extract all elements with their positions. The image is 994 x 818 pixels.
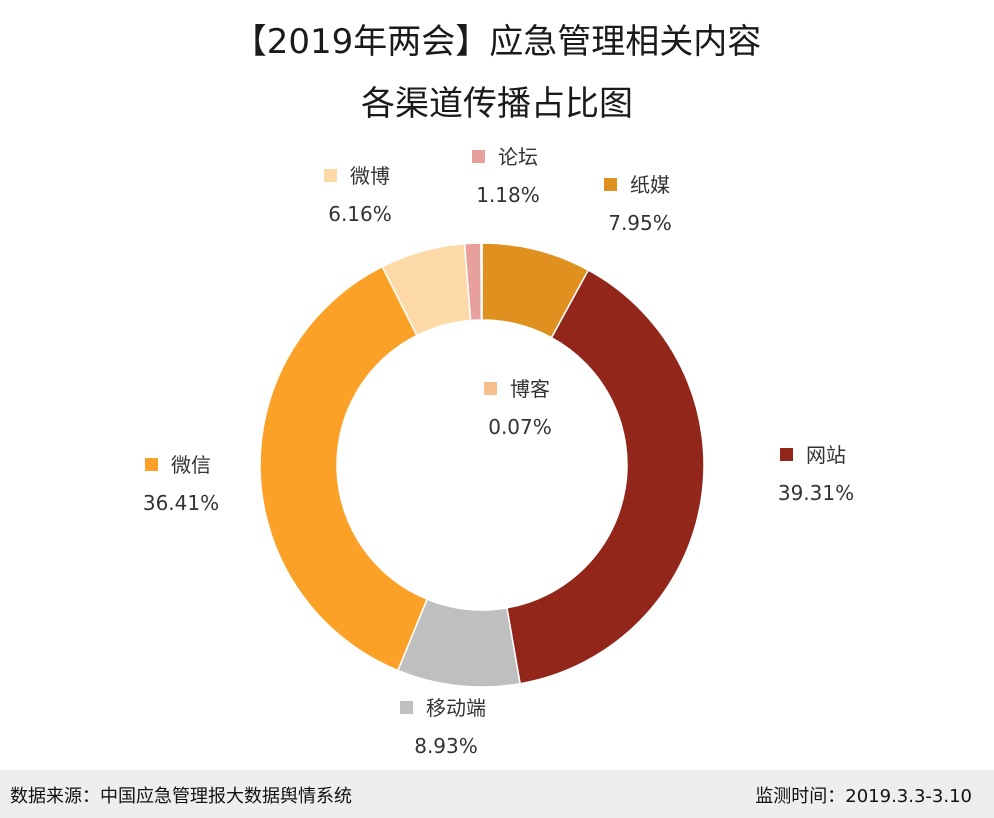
donut-slices — [259, 242, 705, 688]
slice-percent-label: 0.07% — [488, 415, 552, 439]
slice-percent-label: 39.31% — [778, 481, 854, 505]
slice-labels: 纸媒 7.95% 网站 39.31% 移动端 8.93% 微信 36.41% 微博 6.16% 论坛… — [143, 145, 854, 758]
legend-marker — [145, 458, 158, 471]
donut-slice-2 — [506, 269, 705, 685]
chart-title-line-2: 各渠道传播占比图 — [361, 84, 633, 124]
slice-label-group-4: 微信 36.41% — [143, 453, 219, 515]
donut-slice-7 — [480, 242, 483, 321]
legend-marker — [780, 448, 793, 461]
slice-percent-label: 7.95% — [608, 211, 672, 235]
legend-marker — [324, 169, 337, 182]
data-source-text: 数据来源：中国应急管理报大数据舆情系统 — [10, 786, 352, 807]
slice-name-label: 微信 — [171, 453, 211, 477]
footer-bar: 数据来源：中国应急管理报大数据舆情系统 监测时间：2019.3.3-3.10 — [0, 770, 994, 818]
legend-marker — [484, 382, 497, 395]
slice-name-label: 微博 — [350, 164, 390, 188]
slice-label-group-2: 网站 39.31% — [778, 443, 854, 505]
slice-percent-label: 1.18% — [476, 183, 540, 207]
donut-slice-4 — [259, 265, 429, 672]
slice-label-group-1: 纸媒 7.95% — [604, 173, 672, 235]
slice-name-label: 论坛 — [498, 145, 538, 169]
slice-percent-label: 8.93% — [414, 734, 478, 758]
slice-name-label: 纸媒 — [630, 173, 670, 197]
slice-percent-label: 6.16% — [328, 202, 392, 226]
monitoring-period-text: 监测时间：2019.3.3-3.10 — [755, 786, 972, 807]
slice-label-group-7: 博客 0.07% — [484, 377, 552, 439]
legend-marker — [472, 150, 485, 163]
slice-label-group-6: 论坛 1.18% — [472, 145, 540, 207]
slice-name-label: 博客 — [510, 377, 550, 401]
legend-marker — [400, 701, 413, 714]
slice-name-label: 移动端 — [426, 696, 486, 720]
slice-percent-label: 36.41% — [143, 491, 219, 515]
legend-marker — [604, 178, 617, 191]
slice-name-label: 网站 — [806, 443, 846, 467]
slice-label-group-3: 移动端 8.93% — [400, 696, 486, 758]
chart-title-line-1: 【2019年两会】应急管理相关内容 — [232, 22, 762, 62]
slice-label-group-5: 微博 6.16% — [324, 164, 392, 226]
